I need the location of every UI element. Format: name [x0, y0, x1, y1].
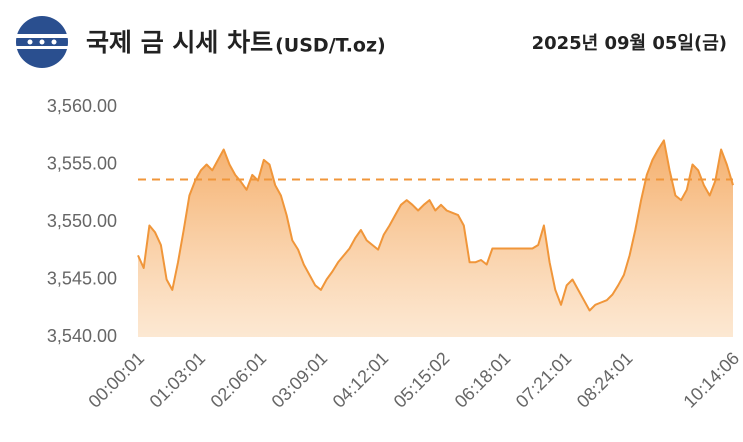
date: 2025년 09월 05일(금) [532, 33, 727, 54]
price-line [137, 139, 734, 312]
y-tick-label: 3,540.00 [47, 326, 117, 346]
y-tick-label: 3,555.00 [47, 153, 117, 173]
x-tick-label: 08:24:01 [573, 348, 637, 412]
area-fill [138, 140, 733, 337]
x-tick-label: 01:03:01 [146, 348, 210, 412]
logo [16, 16, 68, 68]
x-tick-label: 05:15:02 [390, 348, 454, 412]
x-tick-label: 04:12:01 [329, 348, 393, 412]
chart-title: 국제 금 시세 차트 [86, 28, 273, 57]
x-tick-label: 06:18:01 [451, 348, 515, 412]
y-tick-label: 3,545.00 [47, 268, 117, 288]
x-tick-label: 07:21:01 [512, 348, 576, 412]
y-tick-label: 3,550.00 [47, 211, 117, 231]
x-tick-label: 03:09:01 [268, 348, 332, 412]
unit: (USD/T.oz) [275, 35, 386, 57]
y-tick-label: 3,560.00 [47, 96, 117, 116]
x-tick-label: 10:14:06 [679, 348, 743, 412]
x-tick-label: 02:06:01 [207, 348, 271, 412]
x-tick-label: 00:00:01 [84, 348, 148, 412]
